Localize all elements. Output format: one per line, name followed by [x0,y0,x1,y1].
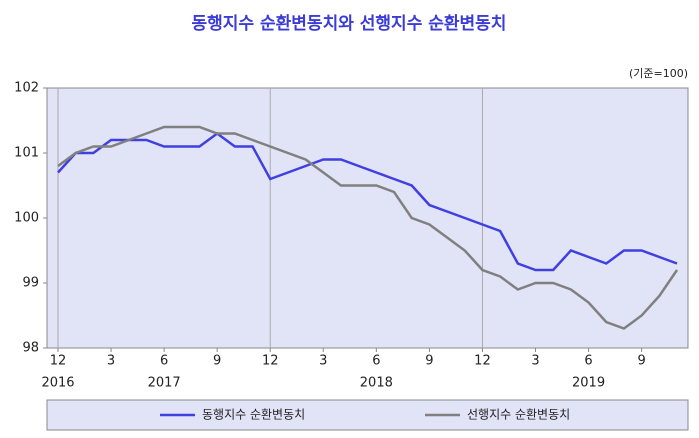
x-tick-label: 3 [107,354,115,369]
series-line [57,125,679,330]
y-tick-label: 102 [14,81,39,96]
x-tick-label: 3 [531,354,539,369]
series-line [57,131,678,272]
unit-label: (기준=100) [629,67,688,80]
y-tick-label: 98 [22,341,39,356]
x-tick-label: 12 [474,354,491,369]
legend-label: 선행지수 순환변동치 [467,407,570,422]
x-tick-label: 6 [372,354,380,369]
legend-box [46,399,689,431]
chart-title: 동행지수 순환변동치와 선행지수 순환변동치 [192,14,507,34]
year-label: 2017 [148,376,181,391]
x-tick-label: 9 [213,354,221,369]
plot-area [46,87,689,349]
x-tick-label: 12 [262,354,279,369]
x-tick-label: 9 [637,354,645,369]
x-tick-label: 12 [50,354,67,369]
x-tick-label: 6 [584,354,592,369]
x-tick-label: 6 [160,354,168,369]
year-label: 2016 [41,376,74,391]
year-label: 2019 [572,376,605,391]
x-tick-label: 9 [425,354,433,369]
y-tick-label: 101 [14,146,39,161]
legend-label: 동행지수 순환변동치 [202,407,305,422]
x-tick-label: 3 [319,354,327,369]
year-label: 2018 [360,376,393,391]
y-tick-label: 100 [14,211,39,226]
y-tick-label: 99 [22,276,39,291]
